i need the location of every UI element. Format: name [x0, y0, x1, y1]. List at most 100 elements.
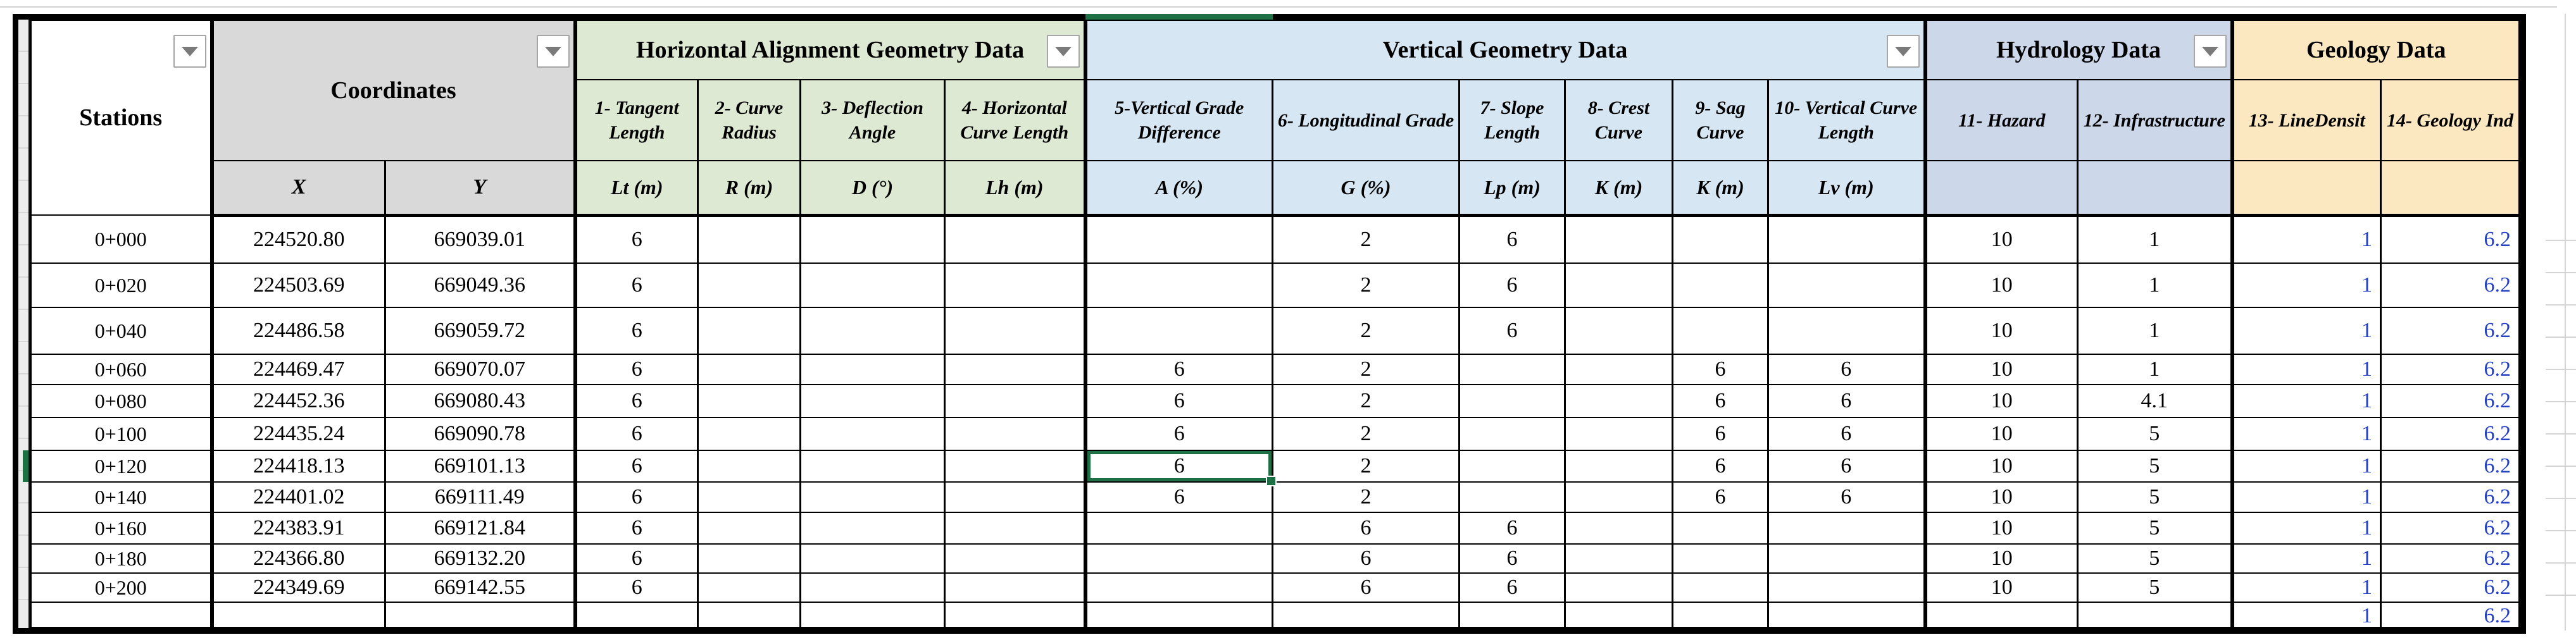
station-cell[interactable]: 0+180: [30, 543, 213, 574]
infrastructure-cell[interactable]: 4.1: [2077, 384, 2233, 418]
vertical_curve_length-cell[interactable]: [1767, 572, 1926, 603]
y-cell[interactable]: 669090.78: [384, 417, 576, 451]
tangent_length-cell[interactable]: 6: [573, 214, 699, 264]
curve_radius-cell[interactable]: [697, 307, 801, 355]
tangent_length-cell[interactable]: 6: [573, 262, 699, 308]
line_density-cell[interactable]: 1: [2230, 572, 2382, 603]
y-cell[interactable]: 669121.84: [384, 512, 576, 545]
x-cell[interactable]: 224452.36: [209, 384, 386, 418]
hazard-cell[interactable]: 10: [1923, 214, 2079, 264]
sag_curve-cell[interactable]: 6: [1672, 417, 1769, 451]
a-cell[interactable]: 6: [1083, 384, 1273, 418]
horizontal_curve_length-cell[interactable]: [944, 417, 1086, 451]
station-cell[interactable]: 0+060: [30, 354, 213, 385]
stations-header-cell[interactable]: Stations: [30, 20, 213, 216]
slope_length-cell[interactable]: 6: [1458, 572, 1566, 603]
unit-cell-r[interactable]: R (m): [697, 160, 801, 217]
unit-cell-x[interactable]: X: [209, 160, 386, 217]
slope_length-cell[interactable]: 6: [1458, 262, 1566, 308]
curve_radius-cell[interactable]: [697, 602, 801, 628]
crest_curve-cell[interactable]: [1564, 384, 1673, 418]
curve_radius-cell[interactable]: [697, 214, 801, 264]
crest_curve-cell[interactable]: [1564, 450, 1673, 483]
line_density-cell[interactable]: 1: [2230, 602, 2382, 628]
hazard-cell[interactable]: 10: [1923, 354, 2079, 385]
col-header-infrastructure[interactable]: 12- Infrastructure: [2077, 79, 2233, 161]
sag_curve-cell[interactable]: [1672, 602, 1769, 628]
slope_length-cell[interactable]: [1458, 417, 1566, 451]
unit-cell-geology-ind[interactable]: [2380, 160, 2520, 217]
longitudinal_grade-cell[interactable]: 6: [1272, 572, 1460, 603]
unit-cell-infrastructure[interactable]: [2077, 160, 2233, 217]
sag_curve-cell[interactable]: [1672, 512, 1769, 545]
a-cell[interactable]: [1083, 512, 1273, 545]
vertical_curve_length-cell[interactable]: [1767, 262, 1926, 308]
deflection_angle-cell[interactable]: [799, 417, 946, 451]
tangent_length-cell[interactable]: 6: [573, 354, 699, 385]
unit-cell-lt[interactable]: Lt (m): [573, 160, 699, 217]
y-cell[interactable]: 669080.43: [384, 384, 576, 418]
col-header-hazard[interactable]: 11- Hazard: [1923, 79, 2079, 161]
a-cell[interactable]: [1083, 543, 1273, 574]
slope_length-cell[interactable]: [1458, 602, 1566, 628]
slope_length-cell[interactable]: 6: [1458, 307, 1566, 355]
station-cell[interactable]: [30, 602, 213, 628]
geology_ind-cell[interactable]: 6.2: [2380, 384, 2520, 418]
geology_ind-cell[interactable]: 6.2: [2380, 572, 2520, 603]
tangent_length-cell[interactable]: 6: [573, 417, 699, 451]
sag_curve-cell[interactable]: 6: [1672, 481, 1769, 513]
tangent_length-cell[interactable]: 6: [573, 307, 699, 355]
tangent_length-cell[interactable]: [573, 602, 699, 628]
deflection_angle-cell[interactable]: [799, 214, 946, 264]
a-cell[interactable]: [1083, 262, 1273, 308]
a-cell[interactable]: 6: [1083, 417, 1273, 451]
deflection_angle-cell[interactable]: [799, 450, 946, 483]
geology_ind-cell[interactable]: 6.2: [2380, 543, 2520, 574]
hazard-cell[interactable]: 10: [1923, 543, 2079, 574]
col-header-vertical-curve-length[interactable]: 10- Vertical Curve Length: [1767, 79, 1926, 161]
tangent_length-cell[interactable]: 6: [573, 384, 699, 418]
hazard-cell[interactable]: [1923, 602, 2079, 628]
col-header-sag-curve[interactable]: 9- Sag Curve: [1672, 79, 1769, 161]
geology-group-header[interactable]: Geology Data: [2230, 20, 2520, 80]
a-cell[interactable]: 6: [1083, 481, 1273, 513]
slope_length-cell[interactable]: [1458, 450, 1566, 483]
vertical_curve_length-cell[interactable]: 6: [1767, 481, 1926, 513]
slope_length-cell[interactable]: 6: [1458, 214, 1566, 264]
longitudinal_grade-cell[interactable]: 2: [1272, 481, 1460, 513]
unit-cell-line-density[interactable]: [2230, 160, 2382, 217]
tangent_length-cell[interactable]: 6: [573, 543, 699, 574]
unit-cell-d[interactable]: D (°): [799, 160, 946, 217]
x-cell[interactable]: 224503.69: [209, 262, 386, 308]
geology_ind-cell[interactable]: 6.2: [2380, 214, 2520, 264]
col-header-line-density[interactable]: 13- LineDensit: [2230, 79, 2382, 161]
col-header-geology-ind[interactable]: 14- Geology Ind: [2380, 79, 2520, 161]
hazard-cell[interactable]: 10: [1923, 572, 2079, 603]
x-cell[interactable]: 224349.69: [209, 572, 386, 603]
curve_radius-cell[interactable]: [697, 354, 801, 385]
line_density-cell[interactable]: 1: [2230, 481, 2382, 513]
horizontal_curve_length-cell[interactable]: [944, 481, 1086, 513]
longitudinal_grade-cell[interactable]: 2: [1272, 214, 1460, 264]
y-cell[interactable]: 669142.55: [384, 572, 576, 603]
horizontal_curve_length-cell[interactable]: [944, 602, 1086, 628]
longitudinal_grade-cell[interactable]: 2: [1272, 450, 1460, 483]
y-cell[interactable]: 669059.72: [384, 307, 576, 355]
y-cell[interactable]: 669049.36: [384, 262, 576, 308]
sag_curve-cell[interactable]: [1672, 262, 1769, 308]
curve_radius-cell[interactable]: [697, 572, 801, 603]
vertical_curve_length-cell[interactable]: [1767, 602, 1926, 628]
vertical_curve_length-cell[interactable]: 6: [1767, 450, 1926, 483]
station-cell[interactable]: 0+040: [30, 307, 213, 355]
sag_curve-cell[interactable]: [1672, 214, 1769, 264]
infrastructure-cell[interactable]: 5: [2077, 543, 2233, 574]
infrastructure-cell[interactable]: 1: [2077, 214, 2233, 264]
curve_radius-cell[interactable]: [697, 481, 801, 513]
slope_length-cell[interactable]: 6: [1458, 543, 1566, 574]
hydrology-group-header[interactable]: Hydrology Data: [1923, 20, 2233, 80]
sag_curve-cell[interactable]: 6: [1672, 384, 1769, 418]
horizontal_curve_length-cell[interactable]: [944, 307, 1086, 355]
col-header-curve-radius[interactable]: 2- Curve Radius: [697, 79, 801, 161]
hazard-cell[interactable]: 10: [1923, 384, 2079, 418]
crest_curve-cell[interactable]: [1564, 512, 1673, 545]
